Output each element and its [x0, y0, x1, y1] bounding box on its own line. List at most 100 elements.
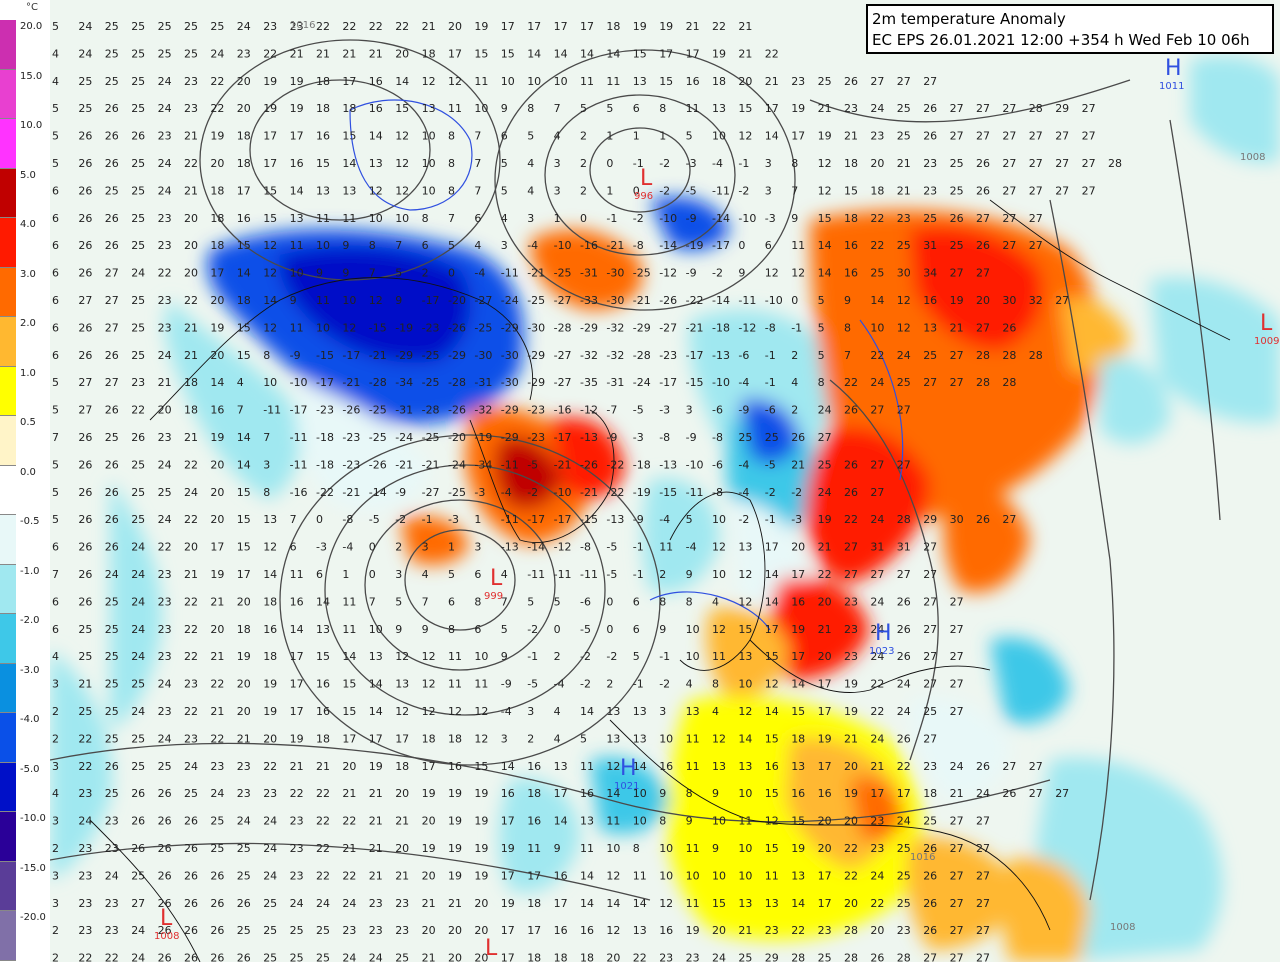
grid-value: 26 [923, 842, 937, 855]
pressure-center-letter: L [490, 566, 503, 591]
grid-value: 24 [897, 349, 911, 362]
grid-value: 20 [210, 513, 224, 526]
grid-value: 8 [448, 623, 455, 636]
grid-value: 17 [818, 897, 832, 910]
grid-value: 16 [554, 924, 568, 937]
grid-value: 25 [316, 924, 330, 937]
grid-value: 15 [395, 102, 409, 115]
grid-value: 9 [395, 294, 402, 307]
grid-value: 17 [290, 650, 304, 663]
grid-value: -9 [606, 431, 617, 444]
pressure-center-letter: L [1260, 311, 1273, 336]
legend-swatch [0, 911, 16, 961]
grid-value: 0 [448, 267, 455, 280]
grid-value: 26 [923, 869, 937, 882]
grid-value: -12 [580, 404, 598, 417]
grid-value: 23 [78, 869, 92, 882]
grid-value: 20 [237, 102, 251, 115]
grid-value: -21 [580, 486, 598, 499]
grid-value: 12 [263, 239, 277, 252]
grid-value: 13 [316, 623, 330, 636]
grid-value: 26 [158, 815, 172, 828]
grid-value: 21 [422, 952, 436, 962]
grid-value: 26 [78, 130, 92, 143]
grid-value: 12 [263, 321, 277, 334]
grid-value: -8 [580, 541, 591, 554]
grid-value: 24 [158, 732, 172, 745]
grid-value: 6 [52, 184, 59, 197]
grid-value: 21 [184, 431, 198, 444]
grid-value: 27 [1055, 130, 1069, 143]
grid-value: 7 [263, 431, 270, 444]
grid-value: 25 [131, 184, 145, 197]
grid-value: 18 [316, 75, 330, 88]
grid-value: 24 [263, 869, 277, 882]
grid-value: 15 [738, 623, 752, 636]
grid-value: 14 [316, 595, 330, 608]
grid-value: 16 [527, 815, 541, 828]
grid-value: -17 [686, 349, 704, 362]
grid-value: 22 [316, 869, 330, 882]
grid-value: 28 [844, 952, 858, 962]
grid-value: 27 [870, 458, 884, 471]
grid-value: 24 [105, 568, 119, 581]
grid-value: -11 [738, 294, 756, 307]
grid-value: 5 [580, 102, 587, 115]
grid-value: 21 [158, 376, 172, 389]
grid-value: 26 [78, 267, 92, 280]
grid-value: 12 [738, 705, 752, 718]
grid-value: 16 [316, 678, 330, 691]
grid-value: 21 [184, 184, 198, 197]
grid-value: 21 [791, 458, 805, 471]
grid-value: -13 [659, 458, 677, 471]
grid-value: 12 [263, 267, 277, 280]
grid-value: 26 [105, 486, 119, 499]
grid-value: 12 [712, 541, 726, 554]
grid-value: 25 [263, 897, 277, 910]
grid-value: 15 [791, 815, 805, 828]
grid-value: 22 [131, 404, 145, 417]
grid-value: 4 [712, 595, 719, 608]
grid-value: 0 [633, 184, 640, 197]
grid-value: 24 [870, 650, 884, 663]
grid-value: 27 [870, 568, 884, 581]
grid-value: 25 [897, 239, 911, 252]
grid-value: 12 [369, 294, 383, 307]
grid-value: 25 [818, 952, 832, 962]
grid-value: -21 [342, 376, 360, 389]
grid-value: 19 [422, 787, 436, 800]
grid-value: 25 [131, 486, 145, 499]
legend-unit: °C [26, 2, 38, 13]
grid-value: -2 [659, 184, 670, 197]
grid-value: -30 [527, 321, 545, 334]
map-title: 2m temperature Anomaly [872, 10, 1066, 28]
grid-value: 12 [765, 815, 779, 828]
grid-value: 22 [184, 650, 198, 663]
grid-value: 22 [342, 869, 356, 882]
grid-value: 17 [342, 732, 356, 745]
grid-value: -7 [606, 404, 617, 417]
grid-value: 15 [474, 760, 488, 773]
grid-value: 17 [527, 869, 541, 882]
grid-value: 9 [844, 294, 851, 307]
grid-value: 19 [818, 513, 832, 526]
grid-value: 26 [844, 75, 858, 88]
grid-value: 2 [791, 404, 798, 417]
grid-value: 25 [158, 20, 172, 33]
grid-value: 7 [52, 568, 59, 581]
grid-value: 17 [791, 568, 805, 581]
grid-value: 8 [527, 102, 534, 115]
grid-value: -10 [712, 376, 730, 389]
grid-value: 16 [369, 102, 383, 115]
legend-swatch [0, 218, 16, 268]
grid-value: 5 [395, 595, 402, 608]
grid-values: 5 24 25 25 25 25 25 24 23 23 22 22 22 22 21 20 19 17 17 17 1… [52, 20, 1122, 962]
grid-value: 19 [474, 842, 488, 855]
grid-value: 2 [580, 157, 587, 170]
grid-value: 23 [870, 842, 884, 855]
grid-value: -23 [527, 404, 545, 417]
grid-value: 26 [923, 897, 937, 910]
grid-value: 28 [791, 952, 805, 962]
grid-value: 17 [818, 705, 832, 718]
grid-value: 21 [316, 760, 330, 773]
